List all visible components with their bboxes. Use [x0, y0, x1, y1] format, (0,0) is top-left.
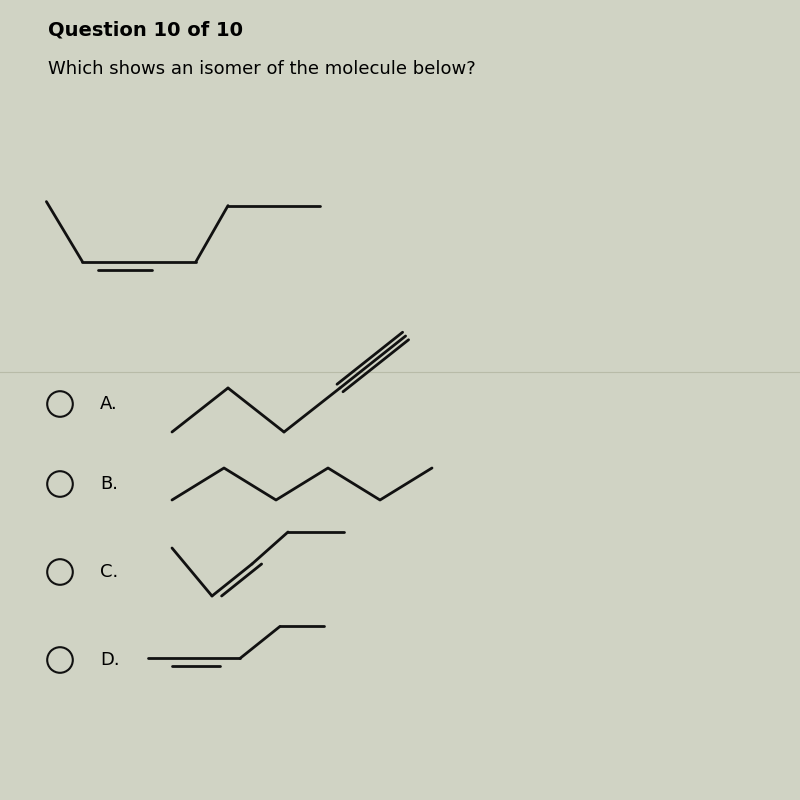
- Text: C.: C.: [100, 563, 118, 581]
- Text: Which shows an isomer of the molecule below?: Which shows an isomer of the molecule be…: [48, 60, 476, 78]
- Text: A.: A.: [100, 395, 118, 413]
- Text: B.: B.: [100, 475, 118, 493]
- Text: D.: D.: [100, 651, 120, 669]
- Text: Question 10 of 10: Question 10 of 10: [48, 20, 243, 39]
